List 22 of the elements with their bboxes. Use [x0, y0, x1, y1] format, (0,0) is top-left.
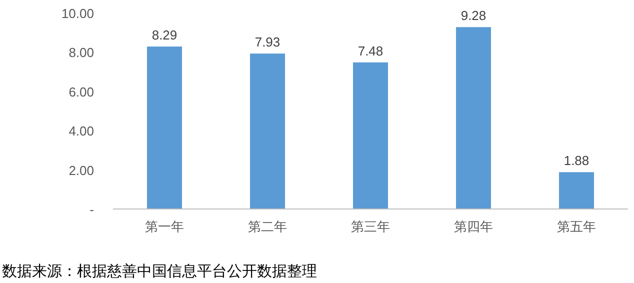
bar: [559, 172, 594, 209]
data-label: 1.88: [564, 153, 590, 168]
data-label: 7.48: [358, 43, 384, 58]
y-tick-label: 6.00: [68, 84, 94, 100]
x-tick-label: 第五年: [557, 219, 596, 234]
y-tick-label: 2.00: [68, 162, 94, 178]
source-note: 数据来源：根据慈善中国信息平台公开数据整理: [2, 263, 317, 280]
data-label: 7.93: [254, 34, 280, 50]
x-tick-label: 第四年: [454, 219, 493, 234]
bar: [250, 54, 285, 209]
data-label: 9.28: [460, 8, 486, 24]
y-tick-label: 8.00: [68, 45, 94, 60]
y-tick-label: 4.00: [68, 124, 94, 139]
bar: [456, 27, 491, 209]
y-tick-label: 10.00: [61, 6, 94, 21]
data-label: 8.29: [152, 28, 178, 43]
x-tick-label: 第三年: [351, 219, 390, 234]
bar: [147, 46, 182, 209]
y-tick-label: -: [90, 202, 94, 217]
x-tick-label: 第一年: [145, 219, 184, 234]
bar: [353, 62, 388, 209]
x-tick-label: 第二年: [248, 219, 287, 234]
